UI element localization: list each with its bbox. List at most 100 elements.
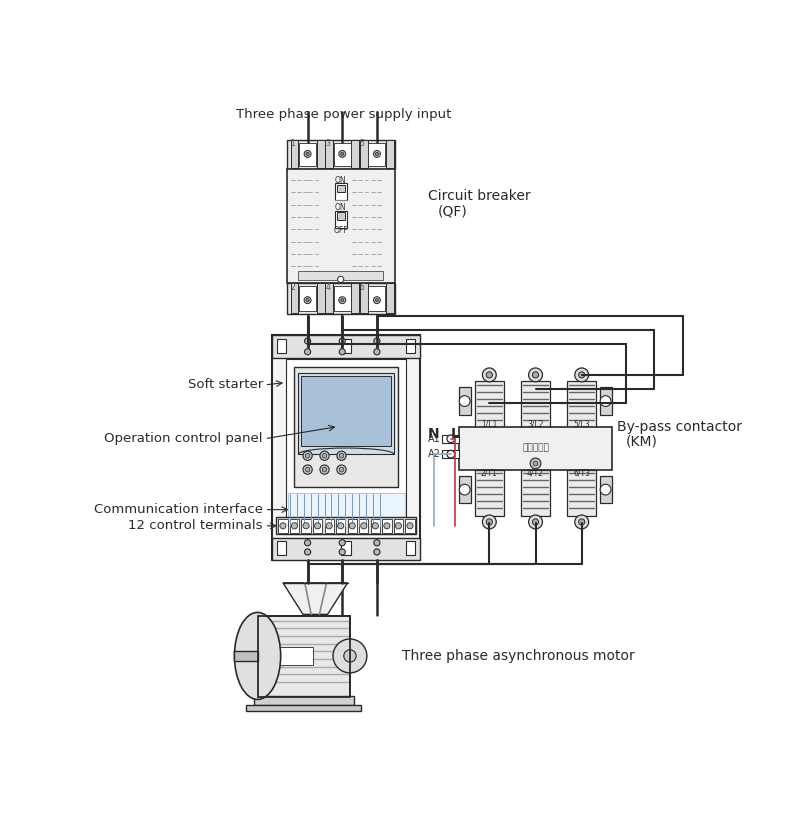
Bar	[600, 387, 611, 415]
Circle shape	[483, 368, 496, 382]
Bar	[360, 140, 368, 168]
Text: 12 control terminals: 12 control terminals	[129, 519, 263, 532]
Circle shape	[305, 549, 310, 555]
Bar	[287, 169, 395, 283]
Circle shape	[376, 299, 379, 302]
Text: 5: 5	[360, 139, 364, 148]
Circle shape	[339, 151, 345, 157]
Circle shape	[306, 152, 309, 155]
Circle shape	[337, 451, 346, 461]
Ellipse shape	[234, 612, 280, 699]
Bar	[290, 519, 299, 532]
Circle shape	[486, 519, 492, 525]
Text: (QF): (QF)	[437, 204, 468, 219]
Text: A1: A1	[428, 434, 441, 444]
Bar	[277, 339, 286, 353]
Text: 1: 1	[291, 139, 295, 148]
Circle shape	[305, 467, 310, 472]
Text: By-pass contactor: By-pass contactor	[617, 420, 742, 434]
Text: A2: A2	[428, 449, 441, 459]
Circle shape	[304, 151, 311, 157]
Bar	[317, 140, 325, 168]
Circle shape	[376, 152, 379, 155]
Circle shape	[349, 523, 356, 529]
Bar	[352, 140, 359, 168]
Circle shape	[533, 372, 538, 378]
Text: OFF: OFF	[333, 226, 348, 235]
Bar	[326, 140, 333, 168]
Bar	[333, 287, 351, 311]
Bar	[521, 381, 550, 427]
Circle shape	[320, 451, 330, 461]
Bar	[299, 374, 394, 454]
Bar	[386, 283, 394, 313]
Bar	[337, 212, 345, 220]
Text: L: L	[451, 427, 460, 441]
Circle shape	[483, 515, 496, 529]
Bar	[600, 475, 611, 504]
Circle shape	[339, 549, 345, 555]
Bar	[459, 427, 611, 470]
Bar	[459, 387, 471, 415]
Circle shape	[529, 515, 542, 529]
Circle shape	[339, 338, 345, 344]
Circle shape	[373, 151, 380, 157]
Text: 3/L2: 3/L2	[527, 420, 544, 429]
Bar	[246, 705, 361, 711]
Circle shape	[360, 523, 367, 529]
Bar	[334, 211, 347, 228]
Circle shape	[579, 519, 585, 525]
Bar	[359, 519, 368, 532]
Circle shape	[459, 484, 470, 495]
Circle shape	[374, 338, 380, 344]
Circle shape	[339, 297, 345, 304]
Text: Operation control panel: Operation control panel	[105, 432, 263, 445]
Bar	[287, 283, 395, 314]
Bar	[291, 140, 299, 168]
Bar	[368, 143, 385, 166]
Bar	[333, 143, 351, 166]
Circle shape	[322, 467, 327, 472]
Bar	[272, 335, 420, 358]
Circle shape	[339, 467, 344, 472]
Bar	[475, 381, 504, 427]
Bar	[299, 287, 316, 311]
Circle shape	[533, 519, 538, 525]
Text: Three phase asynchronous motor: Three phase asynchronous motor	[402, 649, 634, 663]
Circle shape	[575, 515, 588, 529]
Circle shape	[291, 523, 298, 529]
Circle shape	[344, 650, 356, 662]
Bar	[286, 360, 407, 534]
Bar	[341, 541, 351, 555]
Text: Three phase power supply input: Three phase power supply input	[236, 108, 452, 121]
Bar	[287, 140, 395, 169]
Text: ON: ON	[335, 204, 346, 212]
Circle shape	[579, 372, 585, 378]
Bar	[368, 287, 385, 311]
Bar	[299, 271, 383, 280]
Circle shape	[384, 523, 390, 529]
Bar	[336, 519, 345, 532]
Bar	[317, 283, 325, 313]
Bar	[276, 518, 416, 534]
Bar	[287, 492, 405, 527]
Bar	[299, 143, 316, 166]
Bar	[302, 519, 310, 532]
Bar	[348, 519, 357, 532]
Circle shape	[374, 348, 380, 355]
Bar	[337, 185, 345, 192]
Bar	[567, 470, 596, 516]
Bar	[272, 538, 420, 560]
Bar	[394, 519, 403, 532]
Circle shape	[600, 396, 611, 406]
Circle shape	[279, 523, 286, 529]
Circle shape	[305, 348, 310, 355]
Bar	[325, 519, 333, 532]
Bar	[341, 339, 351, 353]
Bar	[257, 616, 350, 697]
Circle shape	[530, 458, 541, 469]
Circle shape	[372, 523, 379, 529]
Text: ON: ON	[335, 176, 346, 185]
Circle shape	[407, 523, 413, 529]
Bar	[386, 140, 394, 168]
